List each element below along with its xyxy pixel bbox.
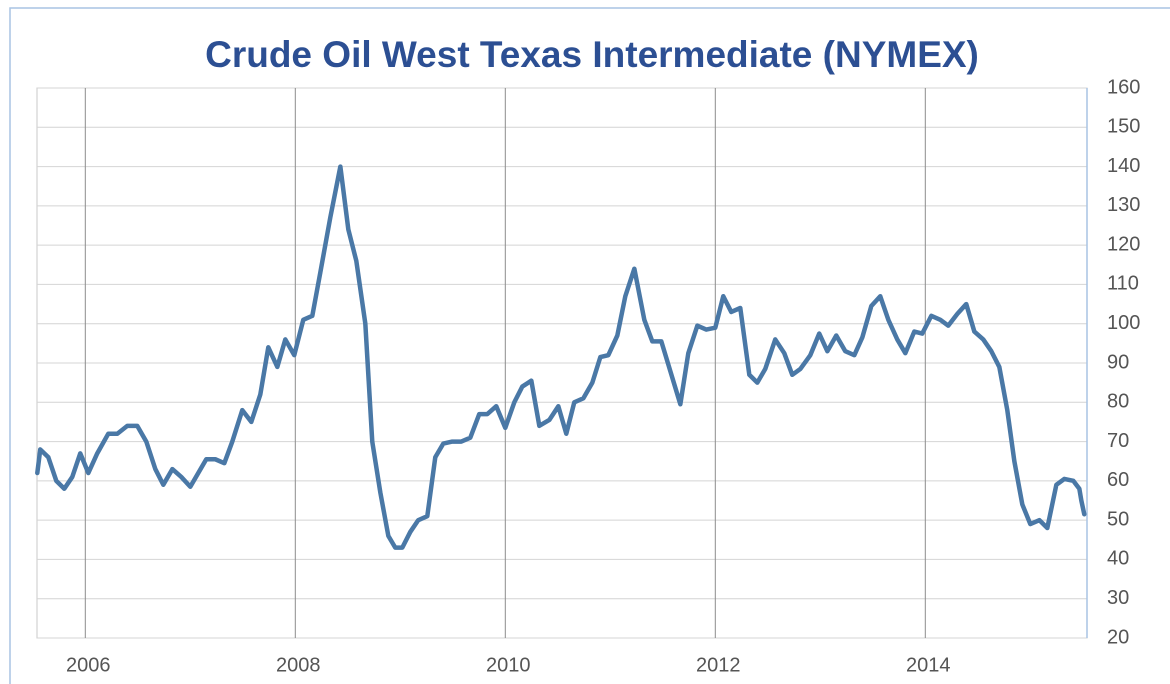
x-tick-label: 2008 [276,654,321,676]
price-line [35,164,1087,550]
y-tick-label: 60 [1107,469,1129,491]
y-tick-label: 160 [1107,76,1140,98]
y-tick-label: 150 [1107,116,1140,138]
x-tick-label: 2012 [696,654,741,676]
x-tick-label: 2014 [906,654,951,676]
y-tick-label: 130 [1107,194,1140,216]
y-tick-label: 20 [1107,626,1129,648]
y-tick-label: 110 [1107,273,1139,295]
y-tick-label: 90 [1107,351,1129,373]
y-tick-label: 40 [1107,548,1129,570]
y-tick-label: 50 [1107,508,1129,530]
y-tick-label: 140 [1107,155,1140,177]
y-tick-label: 30 [1107,587,1129,609]
y-tick-label: 100 [1107,312,1140,334]
chart-title: Crude Oil West Texas Intermediate (NYMEX… [205,34,979,75]
y-tick-label: 70 [1107,430,1129,452]
x-tick-label: 2010 [486,654,531,676]
y-tick-label: 80 [1107,391,1129,413]
x-tick-label: 2006 [66,654,111,676]
y-tick-label: 120 [1107,233,1140,255]
frame [9,7,1170,684]
